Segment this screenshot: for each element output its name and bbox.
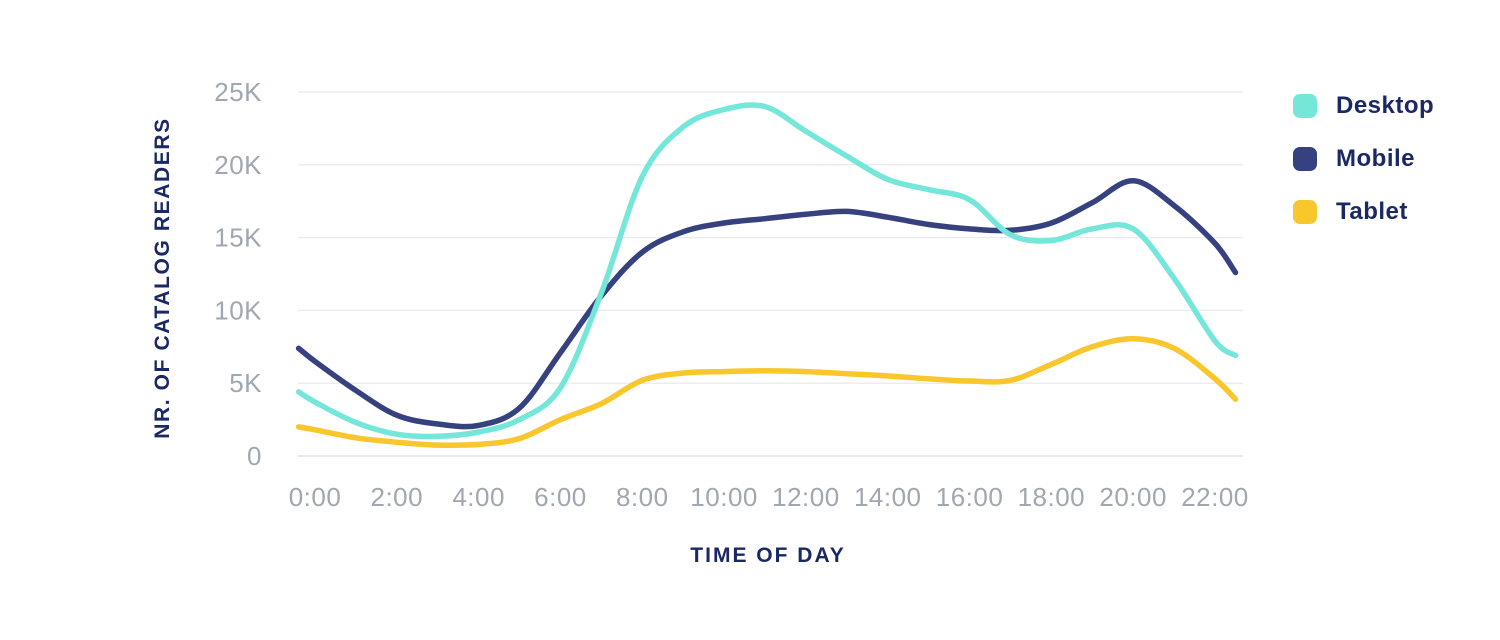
y-axis-title: NR. OF CATALOG READERS <box>151 117 174 439</box>
legend-item-tablet[interactable]: Tablet <box>1293 198 1434 226</box>
legend-label-mobile: Mobile <box>1336 145 1415 172</box>
legend-swatch-tablet-icon <box>1293 200 1317 224</box>
legend-swatch-desktop-icon <box>1293 94 1317 118</box>
series-line-tablet <box>295 336 1239 449</box>
x-tick-label-18-00: 18:00 <box>1018 482 1086 512</box>
y-tick-label-0: 0 <box>247 441 262 471</box>
legend: Desktop Mobile Tablet <box>1293 92 1434 251</box>
y-axis-tick-labels: 25K 20K 15K 10K 5K 0 <box>214 77 262 471</box>
legend-item-mobile[interactable]: Mobile <box>1293 145 1434 173</box>
legend-label-desktop: Desktop <box>1336 92 1435 119</box>
x-tick-label-16-00: 16:00 <box>936 482 1004 512</box>
x-tick-label-4-00: 4:00 <box>452 482 505 512</box>
legend-item-desktop[interactable]: Desktop <box>1293 92 1434 120</box>
x-tick-label-20-00: 20:00 <box>1099 482 1167 512</box>
series-line-desktop <box>295 102 1239 440</box>
y-tick-label-15k: 15K <box>214 223 262 253</box>
x-tick-label-12-00: 12:00 <box>772 482 840 512</box>
x-tick-label-2-00: 2:00 <box>371 482 424 512</box>
y-tick-label-25k: 25K <box>214 77 262 107</box>
x-tick-label-8-00: 8:00 <box>616 482 669 512</box>
series-line-mobile <box>295 178 1239 430</box>
legend-swatch-mobile-icon <box>1293 147 1317 171</box>
x-tick-label-14-00: 14:00 <box>854 482 922 512</box>
legend-label-tablet: Tablet <box>1336 198 1408 225</box>
y-tick-label-10k: 10K <box>214 295 262 325</box>
x-tick-label-0-00: 0:00 <box>289 482 342 512</box>
gridlines <box>298 91 1243 457</box>
x-tick-label-6-00: 6:00 <box>534 482 587 512</box>
y-tick-label-20k: 20K <box>214 150 262 180</box>
x-axis-tick-labels: 0:00 2:00 4:00 6:00 8:00 10:00 12:00 14:00 16:00… <box>289 482 1249 512</box>
x-axis-title: TIME OF DAY <box>690 544 846 567</box>
y-tick-label-5k: 5K <box>229 368 262 398</box>
series-lines <box>295 102 1239 449</box>
x-tick-label-22-00: 22:00 <box>1181 482 1249 512</box>
x-tick-label-10-00: 10:00 <box>690 482 758 512</box>
